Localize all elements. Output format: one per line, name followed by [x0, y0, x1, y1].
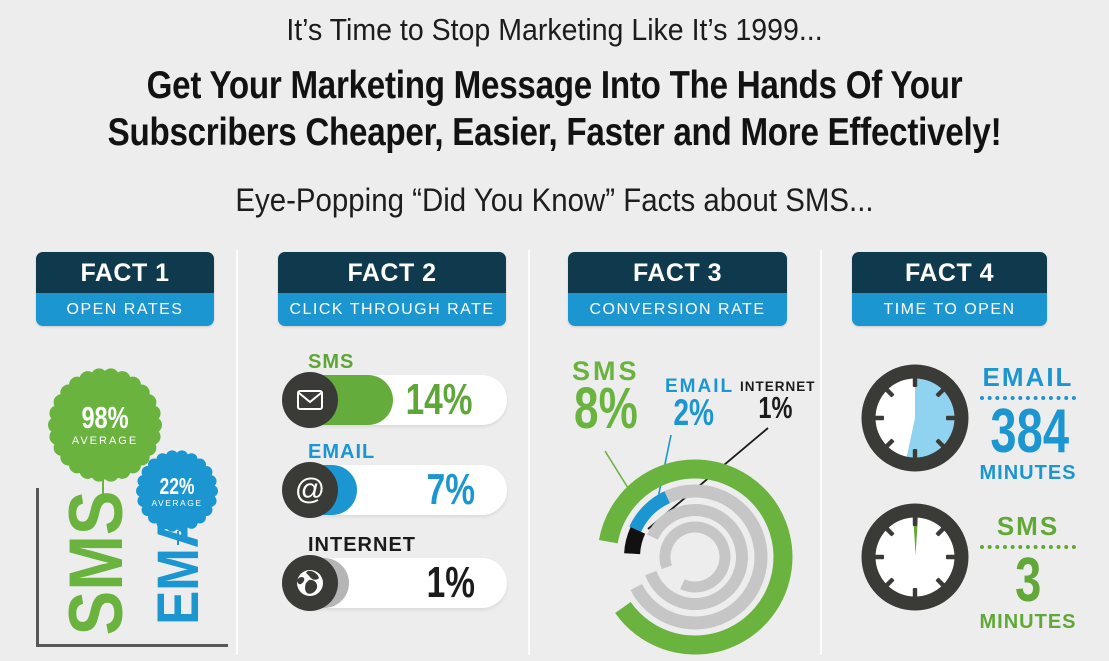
conversion-email-label: EMAIL: [665, 376, 735, 397]
axis-horizontal-line: [36, 644, 228, 647]
ctr-email-label: EMAIL: [308, 441, 376, 463]
heading-main-line2: Subscribers Cheaper, Easier, Faster and …: [107, 111, 1002, 154]
at-icon: @: [282, 462, 338, 518]
conversion-sms-value: 8%: [574, 376, 638, 441]
email-time-label: EMAIL: [982, 362, 1074, 392]
dotted-divider: [980, 545, 1076, 549]
fact2-subtitle: CLICK THROUGH RATE: [278, 293, 506, 326]
sms-vertical-label: SMS: [54, 490, 139, 636]
heading-main-line1: Get Your Marketing Message Into The Hand…: [146, 64, 963, 107]
email-open-rate-value: 22%: [159, 472, 195, 499]
fact3-card: FACT 3 CONVERSION RATE SMS 8% EMAIL 2% I…: [536, 248, 828, 661]
column-divider: [236, 250, 238, 655]
fact2-header: FACT 2 CLICK THROUGH RATE: [278, 252, 506, 326]
globe-icon: [282, 555, 338, 611]
heading-main: Get Your Marketing Message Into The Hand…: [0, 62, 1109, 156]
fact4-header: FACT 4 TIME TO OPEN: [852, 252, 1047, 326]
fact4-card: FACT 4 TIME TO OPEN EMAIL 384 MINUTES SM…: [828, 248, 1109, 661]
sms-time-value: 3: [1014, 546, 1042, 615]
sms-open-rate-badge: 98% AVERAGE: [47, 367, 163, 483]
at-glyph: @: [294, 473, 326, 506]
sms-time-label: SMS: [996, 511, 1060, 541]
sms-time-block: SMS 3 MINUTES: [978, 511, 1078, 634]
heading-top: It’s Time to Stop Marketing Like It’s 19…: [286, 12, 823, 47]
inner-gray-arc-1: [645, 504, 748, 611]
email-time-unit: MINUTES: [979, 462, 1077, 484]
sms-clock-icon: [861, 503, 969, 611]
email-time-block: EMAIL 384 MINUTES: [978, 362, 1078, 485]
column-divider: [528, 250, 530, 655]
ctr-email-value: 7%: [427, 465, 476, 514]
email-badge-connector: [177, 531, 179, 545]
ctr-sms-value: 14%: [405, 375, 473, 424]
axis-vertical-line: [36, 488, 39, 646]
sms-badge-connector: [102, 478, 104, 500]
email-open-rate-badge: 22% AVERAGE: [135, 449, 219, 533]
ctr-sms-label: SMS: [308, 351, 355, 373]
fact1-card: FACT 1 OPEN RATES 98% AVERAGE 22% AVERAG…: [0, 248, 244, 661]
conversion-internet-value: 1%: [758, 390, 793, 425]
ctr-internet-label: INTERNET: [308, 534, 416, 556]
email-clock-sector: [906, 377, 956, 458]
sms-clock-needle: [913, 517, 918, 555]
ctr-internet-value: 1%: [427, 558, 476, 607]
email-arc: [629, 491, 671, 533]
fact2-card: FACT 2 CLICK THROUGH RATE SMS 14% EMAIL …: [244, 248, 536, 661]
fact3-subtitle: CONVERSION RATE: [568, 293, 787, 326]
sms-time-unit: MINUTES: [979, 611, 1077, 633]
inner-gray-arc-2: [659, 521, 731, 593]
email-time-value: 384: [990, 397, 1070, 466]
envelope-glyph: [297, 390, 323, 410]
conversion-sms-label: SMS: [572, 356, 640, 386]
fact4-title: FACT 4: [852, 252, 1047, 293]
conversion-donut-chart: [598, 427, 793, 655]
globe-glyph: [297, 570, 323, 596]
internet-arc: [624, 527, 646, 555]
heading-sub: Eye-Popping “Did You Know” Facts about S…: [235, 182, 874, 218]
column-divider: [820, 250, 822, 655]
starburst-seal-icon: [48, 368, 162, 482]
fact1-title: FACT 1: [36, 252, 214, 293]
sms-arc: [598, 459, 793, 655]
conversion-email-value: 2%: [673, 392, 715, 433]
sms-open-rate-note: AVERAGE: [71, 435, 139, 447]
dotted-divider: [980, 396, 1076, 400]
fact2-title: FACT 2: [278, 252, 506, 293]
clock-ticks: [874, 377, 956, 459]
email-open-rate-note: AVERAGE: [151, 497, 203, 508]
email-vertical-label: EMAIL: [146, 466, 211, 625]
fact4-subtitle: TIME TO OPEN: [852, 293, 1047, 326]
middle-gray-arc: [630, 484, 768, 630]
starburst-seal-icon: [136, 450, 218, 532]
email-clock-icon: [861, 364, 969, 472]
clock-ticks: [874, 516, 956, 598]
conversion-internet-label: INTERNET: [740, 379, 816, 394]
sms-open-rate-value: 98%: [81, 400, 129, 435]
fact1-subtitle: OPEN RATES: [36, 293, 214, 326]
sms-leader-line: [604, 450, 629, 489]
fact3-title: FACT 3: [568, 252, 787, 293]
fact1-header: FACT 1 OPEN RATES: [36, 252, 214, 326]
fact3-header: FACT 3 CONVERSION RATE: [568, 252, 787, 326]
envelope-icon: [282, 372, 338, 428]
